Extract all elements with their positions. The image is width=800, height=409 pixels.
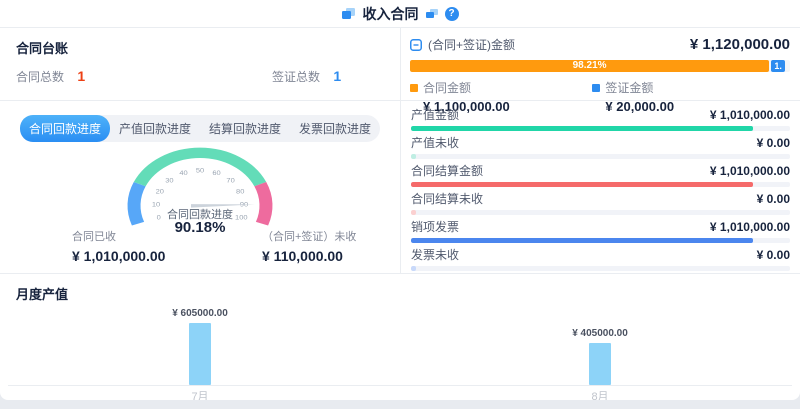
visa-amount-segment: 1.	[771, 60, 786, 72]
received-stat: 合同已收 ¥ 1,010,000.00	[72, 228, 165, 264]
visa-total-stat: 签证总数 1	[272, 68, 341, 85]
legend-label: 签证金额	[605, 81, 654, 95]
stat-row-label: 合同结算金额	[411, 164, 484, 178]
amount-summary-section: (合同+签证)金额 ¥ 1,120,000.00 98.21% 1. 合同金额 …	[400, 28, 800, 114]
legend-label: 合同金额	[423, 81, 472, 95]
svg-text:0: 0	[157, 215, 161, 221]
stat-row-value: ¥ 1,010,000.00	[709, 220, 790, 234]
stat-row-track	[411, 126, 790, 131]
ledger-section: 合同台账 合同总数 1 签证总数 1	[0, 28, 400, 100]
svg-text:80: 80	[236, 189, 245, 195]
legend-swatch	[592, 83, 601, 92]
monthly-x-label: 8月	[591, 391, 609, 400]
stat-row-fill	[411, 238, 753, 243]
stat-value: 1	[333, 68, 342, 84]
monthly-bar	[589, 343, 611, 385]
amount-title: (合同+签证)金额	[428, 38, 516, 52]
stat-row-track	[411, 266, 790, 271]
stat-label: 签证总数	[272, 70, 321, 84]
progress-tab-0[interactable]: 合同回款进度	[19, 115, 110, 142]
stat-row-track	[411, 154, 790, 159]
progress-tabs: 合同回款进度 产值回款进度 结算回款进度 发票回款进度	[19, 115, 381, 142]
stat-row: 合同结算未收 ¥ 0.00	[411, 192, 790, 215]
amount-total: ¥ 1,120,000.00	[689, 36, 790, 53]
stat-row-fill	[411, 210, 416, 215]
stat-row-label: 合同结算未收	[411, 192, 484, 206]
stat-row-fill	[411, 182, 753, 187]
gauge-percent: 90.18%	[174, 219, 226, 236]
monthly-output-section: 月度产值 ¥ 605000.00 7月 ¥ 405000.00 8月	[0, 274, 800, 400]
progress-tab-1[interactable]: 产值回款进度	[110, 115, 200, 142]
monthly-title: 月度产值	[16, 287, 69, 302]
stat-row-label: 产值金额	[411, 108, 460, 122]
progress-tab-3[interactable]: 发票回款进度	[290, 115, 380, 142]
horizontal-divider	[0, 273, 800, 274]
stat-value: 1	[77, 68, 86, 84]
monthly-bar	[189, 323, 211, 385]
stat-rows: 产值金额 ¥ 1,010,000.00 产值未收 ¥ 0.00 合同结算金额 ¥ 1,01…	[401, 101, 800, 273]
svg-text:60: 60	[212, 171, 221, 177]
stat-row-label: 产值未收	[411, 136, 460, 150]
stat-row-label: 销项发票	[411, 220, 460, 234]
ledger-title: 合同台账	[16, 41, 69, 56]
monthly-bar-value: ¥ 605000.00	[172, 308, 228, 319]
stat-row: 合同结算金额 ¥ 1,010,000.00	[411, 164, 790, 187]
stat-row-track	[411, 238, 790, 243]
stat-row-label: 发票未收	[411, 248, 460, 262]
monthly-bar-value: ¥ 405000.00	[572, 328, 628, 339]
stat-row: 销项发票 ¥ 1,010,000.00	[411, 220, 790, 243]
legend-swatch	[410, 83, 418, 92]
dashboard-page: 收入合同 ? 合同台账 合同总数 1 签证总数 1	[0, 0, 800, 400]
help-icon[interactable]: ?	[444, 6, 459, 21]
stat-label: 合同总数	[16, 70, 65, 84]
stat-row-value: ¥ 1,010,000.00	[709, 164, 790, 178]
stat-row-track	[411, 182, 790, 187]
legend-value: ¥ 1,100,000.00	[423, 99, 510, 114]
svg-text:10: 10	[152, 202, 161, 208]
progress-tab-2[interactable]: 结算回款进度	[200, 115, 290, 142]
contract-total-stat: 合同总数 1	[16, 68, 85, 85]
svg-text:20: 20	[156, 189, 165, 195]
stat-row-value: ¥ 0.00	[756, 136, 790, 150]
received-value: ¥ 1,010,000.00	[72, 248, 166, 264]
page-title: 收入合同	[362, 5, 419, 22]
gauge-label: 合同回款进度	[167, 209, 233, 221]
contract-amount-segment: 98.21%	[410, 60, 770, 72]
unreceived-label: （合同+签证）未收	[262, 231, 357, 243]
svg-text:100: 100	[235, 215, 248, 221]
stat-row-fill	[411, 154, 416, 159]
stat-row-track	[411, 210, 790, 215]
horizontal-divider	[0, 100, 800, 101]
x-axis-line	[8, 385, 792, 386]
received-label: 合同已收	[72, 231, 116, 243]
stat-row-fill	[411, 266, 416, 271]
amount-progress-bar: 98.21% 1.	[410, 60, 790, 72]
stat-row: 产值未收 ¥ 0.00	[411, 136, 790, 159]
svg-text:30: 30	[165, 178, 174, 184]
svg-text:40: 40	[179, 171, 188, 177]
stat-row: 发票未收 ¥ 0.00	[411, 248, 790, 271]
legend-contract-amount: 合同金额 ¥ 1,100,000.00	[410, 79, 592, 114]
module-icon	[341, 7, 356, 20]
stat-row: 产值金额 ¥ 1,010,000.00	[411, 108, 790, 131]
stat-row-value: ¥ 1,010,000.00	[709, 108, 790, 122]
svg-text:50: 50	[196, 168, 205, 174]
recovery-section: 合同回款进度 产值回款进度 结算回款进度 发票回款进度 0 10 20 30 40 50 60 70…	[0, 100, 400, 273]
svg-text:90: 90	[240, 202, 249, 208]
monthly-x-label: 7月	[191, 391, 209, 400]
stat-row-fill	[411, 126, 753, 131]
copy-icon	[425, 8, 438, 19]
amount-icon	[410, 38, 422, 51]
top-header: 收入合同 ?	[0, 0, 800, 28]
legend-value: ¥ 20,000.00	[605, 99, 675, 114]
svg-text:70: 70	[226, 178, 235, 184]
unreceived-value: ¥ 110,000.00	[262, 248, 343, 264]
unreceived-stat: （合同+签证）未收 ¥ 110,000.00	[262, 228, 356, 264]
vertical-divider	[400, 28, 401, 274]
amount-legend: 合同金额 ¥ 1,100,000.00 签证金额 ¥ 20,000.00	[410, 79, 790, 114]
stat-row-value: ¥ 0.00	[756, 192, 790, 206]
stat-row-value: ¥ 0.00	[756, 248, 790, 262]
legend-visa-amount: 签证金额 ¥ 20,000.00	[592, 79, 774, 114]
